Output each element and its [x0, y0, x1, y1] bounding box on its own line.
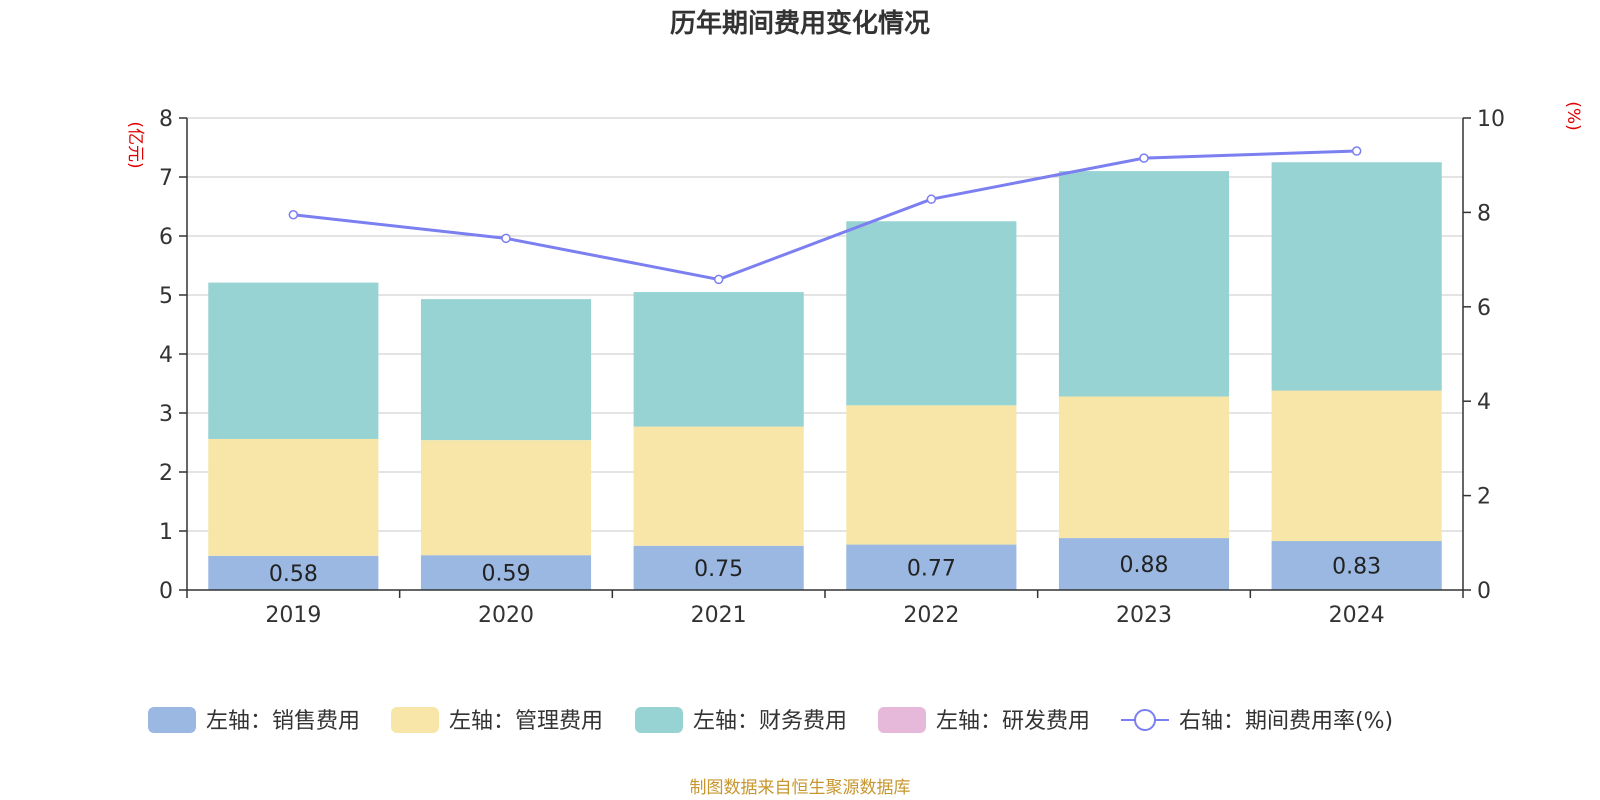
data-label: 0.77 [907, 556, 956, 581]
right-tick-label: 8 [1477, 201, 1491, 226]
bar-segment [208, 555, 379, 590]
bar-segment [1271, 541, 1442, 590]
left-tick-label: 1 [159, 520, 173, 545]
legend-label: 左轴：研发费用 [936, 709, 1090, 734]
left-tick-label: 3 [159, 402, 173, 427]
left-tick-label: 4 [159, 343, 173, 368]
data-label: 0.75 [694, 557, 743, 582]
right-tick-label: 10 [1477, 107, 1505, 132]
bar-segment [208, 438, 379, 556]
data-label: 0.59 [482, 562, 531, 587]
bar-segment [846, 405, 1017, 545]
rate-line [288, 146, 1362, 285]
left-tick-label: 7 [159, 166, 173, 191]
left-axis-unit: (亿元) [125, 121, 145, 168]
x-tick-label: 2024 [1329, 603, 1385, 628]
bar-segment [633, 545, 804, 590]
data-label: 0.58 [269, 562, 318, 587]
chart-title: 历年期间费用变化情况 [670, 8, 930, 39]
bar-segment [420, 299, 592, 441]
rate-point [713, 274, 724, 285]
axes: 0 1 2 3 4 5 6 7 8 0 2 4 6 8 10 2019 2020 2021 2022 2023 2024 [159, 107, 1505, 628]
rate-point [1139, 153, 1149, 163]
left-tick-label: 2 [159, 461, 173, 486]
bar-segment [1271, 390, 1442, 542]
bar-segment [1058, 171, 1230, 397]
bar-segment [633, 292, 804, 427]
legend: 左轴：销售费用 左轴：管理费用 左轴：财务费用 左轴：研发费用 右轴：期间费用率(%) [148, 707, 1393, 734]
bar-segment [846, 544, 1017, 590]
data-label: 0.83 [1332, 555, 1381, 580]
x-tick-label: 2022 [903, 603, 959, 628]
legend-label: 左轴：财务费用 [693, 709, 847, 734]
right-tick-label: 6 [1477, 296, 1491, 321]
legend-swatch [635, 707, 683, 733]
bar-segment [633, 426, 804, 546]
legend-swatch [878, 707, 926, 733]
bars [208, 162, 1442, 590]
x-tick-label: 2019 [265, 603, 321, 628]
x-tick-label: 2023 [1116, 603, 1172, 628]
left-tick-label: 5 [159, 284, 173, 309]
legend-label: 左轴：管理费用 [449, 709, 603, 734]
right-tick-label: 2 [1477, 485, 1491, 510]
rate-point [1351, 146, 1362, 156]
rate-point [501, 233, 511, 244]
bar-segment [1058, 538, 1230, 590]
bar-segment [1058, 396, 1230, 539]
left-tick-label: 0 [159, 579, 173, 604]
bar-segment [420, 555, 592, 590]
bar-segment [1271, 162, 1442, 391]
data-labels: 0.58 0.59 0.75 0.77 0.88 0.83 [269, 553, 1381, 587]
right-axis-unit: (%) [1563, 101, 1583, 130]
x-tick-label: 2021 [691, 603, 747, 628]
legend-label: 右轴：期间费用率(%) [1179, 709, 1393, 734]
legend-swatch [148, 707, 196, 733]
left-tick-label: 8 [159, 107, 173, 132]
bar-segment [208, 282, 379, 439]
bar-segment [846, 221, 1017, 406]
legend-swatch [391, 707, 439, 733]
rate-point [926, 194, 937, 204]
right-tick-label: 4 [1477, 390, 1491, 415]
legend-label: 左轴：销售费用 [206, 709, 360, 734]
rate-point [288, 210, 299, 220]
left-tick-label: 6 [159, 225, 173, 250]
data-label: 0.88 [1120, 553, 1169, 578]
rate-polyline [293, 149, 1357, 281]
right-tick-label: 0 [1477, 579, 1491, 604]
x-tick-label: 2020 [478, 603, 534, 628]
legend-marker [1134, 709, 1156, 731]
bar-segment [420, 440, 592, 556]
grid-lines [187, 117, 1463, 532]
source-note: 制图数据来自恒生聚源数据库 [690, 778, 911, 798]
